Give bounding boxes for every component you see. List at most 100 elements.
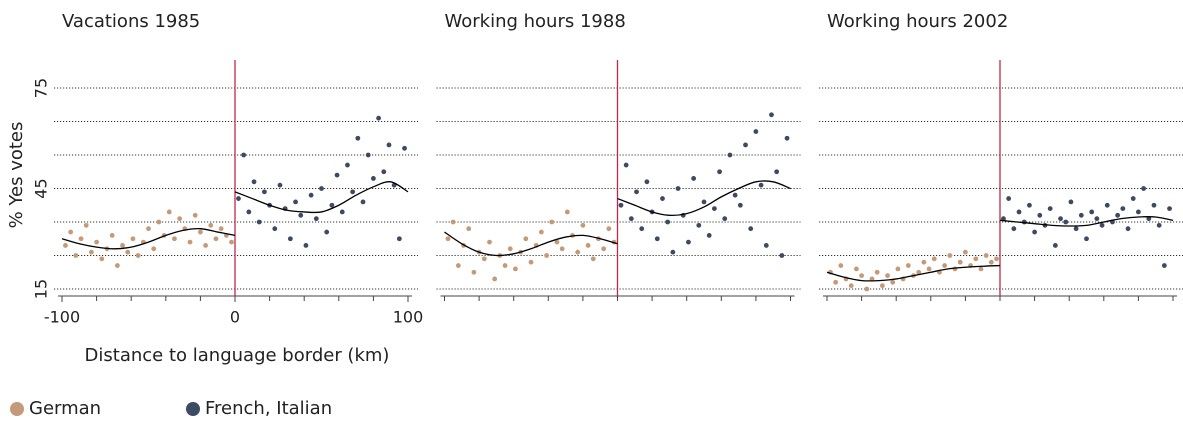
fit-line (234, 181, 409, 214)
data-point (1167, 206, 1172, 212)
data-point (879, 283, 885, 289)
data-point (978, 266, 984, 272)
data-point (988, 259, 994, 265)
data-point (1115, 212, 1121, 218)
data-point (1084, 236, 1089, 242)
data-point (717, 169, 722, 175)
data-point (769, 112, 774, 118)
y-tick-label: 75 (32, 78, 51, 98)
data-point (1146, 216, 1152, 222)
data-point (864, 286, 870, 292)
data-point (251, 179, 257, 185)
data-point (130, 236, 136, 242)
data-point (455, 263, 461, 268)
data-point (628, 216, 634, 222)
data-point (957, 259, 963, 265)
legend-label: German (29, 398, 101, 419)
data-point (262, 189, 267, 195)
data-point (1104, 202, 1110, 208)
data-point (83, 222, 89, 228)
data-point (213, 236, 219, 242)
data-point (559, 246, 565, 252)
data-point (774, 169, 780, 175)
data-point (528, 259, 534, 265)
data-point (360, 199, 366, 205)
data-point (73, 253, 79, 258)
data-point (507, 246, 513, 252)
data-point (523, 236, 529, 242)
data-point (303, 243, 309, 248)
data-point (481, 256, 487, 262)
data-point (513, 266, 518, 272)
data-point (1052, 243, 1058, 248)
data-point (869, 276, 875, 282)
data-point (256, 219, 262, 225)
data-point (365, 152, 371, 158)
y-tick-label: 15 (32, 279, 51, 299)
data-point (675, 186, 681, 191)
data-point (1006, 196, 1012, 201)
data-point (665, 219, 671, 225)
data-point (177, 216, 183, 222)
data-point (339, 209, 345, 215)
data-point (319, 186, 324, 191)
data-point (308, 192, 314, 198)
data-point (748, 226, 754, 232)
data-point (203, 243, 208, 248)
data-point (575, 249, 581, 255)
data-point (921, 259, 927, 265)
data-point (963, 249, 968, 255)
data-point (696, 222, 702, 228)
data-point (156, 219, 162, 225)
data-point (324, 229, 330, 235)
data-point (109, 233, 115, 238)
data-point (192, 212, 198, 218)
data-point (538, 229, 544, 235)
data-point (277, 182, 283, 188)
data-point (711, 206, 717, 212)
data-point (838, 263, 844, 268)
data-point (1141, 186, 1146, 191)
data-point (466, 226, 472, 232)
data-point (492, 276, 498, 282)
y-tick-label: 45 (32, 178, 51, 198)
data-point (916, 269, 922, 275)
data-point (114, 263, 120, 268)
data-point (670, 249, 676, 255)
legend-marker (10, 402, 24, 416)
data-point (994, 256, 999, 262)
data-point (386, 142, 392, 148)
panel-title: Vacations 1985 (62, 11, 200, 32)
data-point (502, 263, 508, 268)
legend-marker (186, 402, 200, 416)
data-point (1037, 212, 1043, 218)
fit-line (999, 216, 1174, 227)
data-point (585, 243, 591, 248)
data-point (471, 269, 477, 275)
data-point (94, 239, 99, 245)
data-point (313, 216, 319, 222)
data-point (371, 176, 376, 181)
data-point (905, 263, 911, 268)
data-point (396, 236, 402, 242)
data-point (68, 229, 74, 235)
data-point (246, 209, 252, 215)
data-point (293, 199, 298, 205)
data-point (544, 253, 549, 258)
data-point (686, 239, 691, 245)
data-point (334, 172, 340, 178)
data-point (1130, 196, 1136, 201)
data-point (691, 176, 697, 181)
data-point (753, 129, 759, 134)
data-point (1016, 209, 1022, 215)
data-point (973, 256, 979, 262)
data-point (89, 249, 94, 255)
data-point (727, 152, 733, 158)
data-point (549, 219, 555, 225)
data-point (329, 202, 335, 208)
data-point (1089, 209, 1095, 215)
data-point (151, 246, 157, 252)
data-point (376, 115, 381, 121)
data-point (654, 236, 660, 242)
